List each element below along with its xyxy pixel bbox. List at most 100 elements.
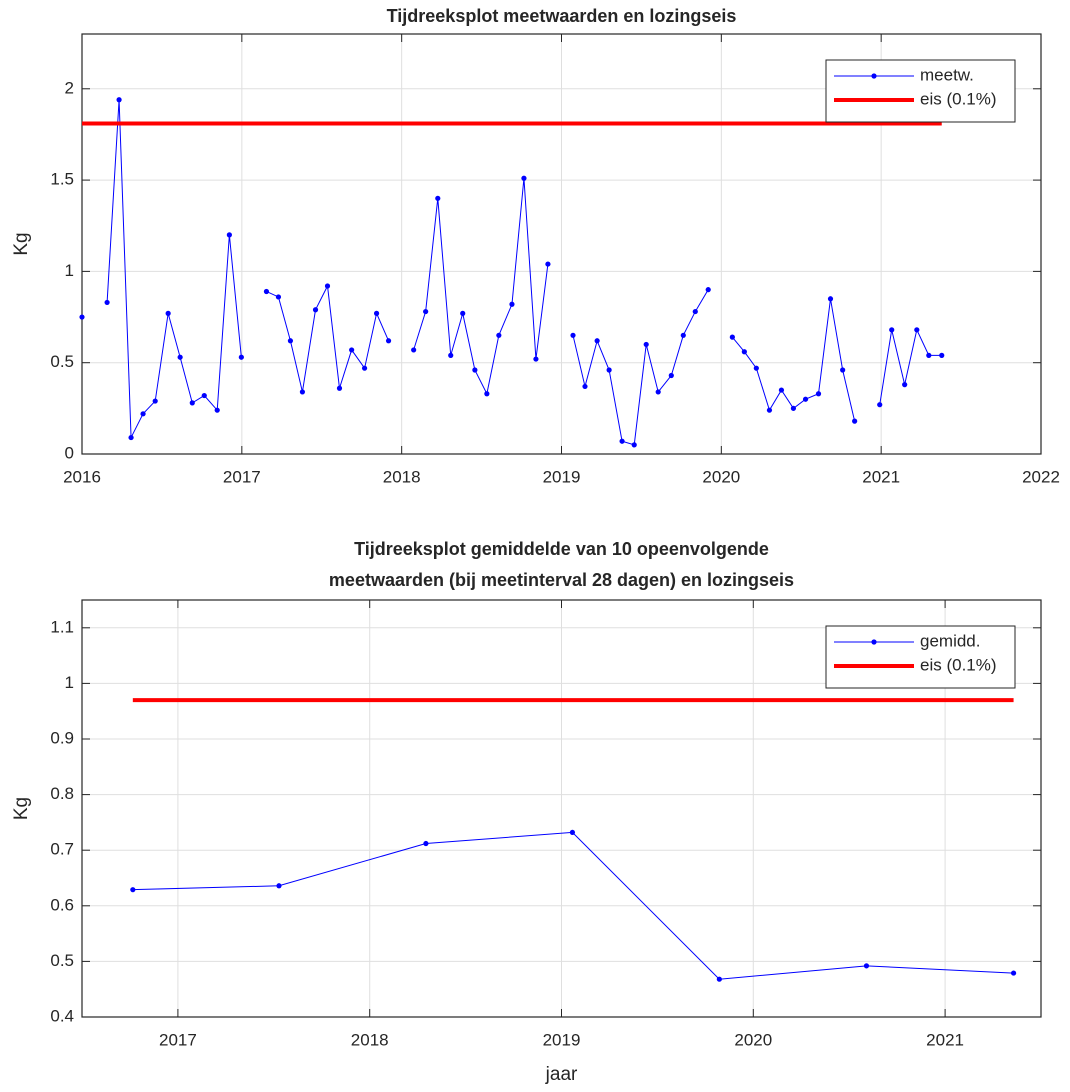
data-point xyxy=(423,308,429,315)
data-point xyxy=(324,283,331,289)
legend-marker xyxy=(871,73,877,79)
axes-box xyxy=(81,599,1042,1018)
data-point xyxy=(705,287,711,293)
x-tick-label: 2019 xyxy=(543,1030,581,1049)
data-point xyxy=(385,338,392,344)
data-point xyxy=(852,418,858,424)
y-tick-label: 0.6 xyxy=(50,895,74,914)
data-point xyxy=(545,261,551,267)
data-point xyxy=(692,308,698,315)
data-point xyxy=(790,405,797,411)
data-point xyxy=(521,175,527,181)
data-point xyxy=(435,195,441,201)
data-point xyxy=(840,367,846,373)
y-tick-label: 0.5 xyxy=(50,352,74,371)
x-axis-label: jaar xyxy=(545,1064,578,1085)
data-point xyxy=(287,338,294,344)
data-point xyxy=(914,327,920,333)
y-tick-label: 1 xyxy=(65,673,74,692)
data-point xyxy=(128,434,134,441)
data-point xyxy=(902,382,908,388)
data-point xyxy=(619,438,625,444)
data-point xyxy=(570,332,576,338)
y-tick-label: 0.7 xyxy=(50,840,74,859)
x-tick-label: 2018 xyxy=(383,467,421,486)
data-point xyxy=(753,365,759,371)
data-point xyxy=(361,365,368,371)
data-point xyxy=(349,347,355,353)
data-point xyxy=(484,391,490,397)
data-point xyxy=(263,288,270,295)
data-point xyxy=(177,354,183,360)
data-point xyxy=(766,407,773,413)
x-tick-label: 2020 xyxy=(702,467,740,486)
y-tick-label: 0.5 xyxy=(50,951,74,970)
data-point xyxy=(496,332,502,338)
chart-title: Tijdreeksplot meetwaarden en lozingseis xyxy=(387,6,737,26)
y-axis-label: Kg xyxy=(11,232,32,255)
x-tick-label: 2017 xyxy=(223,467,261,486)
data-point xyxy=(716,976,722,982)
data-point xyxy=(201,392,207,399)
x-tick-label: 2017 xyxy=(159,1030,197,1049)
y-tick-label: 1 xyxy=(65,261,74,280)
y-tick-label: 0.8 xyxy=(50,784,74,803)
axes-box xyxy=(81,33,1042,455)
data-point xyxy=(926,352,932,358)
x-tick-label: 2022 xyxy=(1022,467,1060,486)
y-axis-label: Kg xyxy=(11,797,32,820)
data-point xyxy=(680,332,686,338)
legend-marker xyxy=(871,639,877,645)
legend-label: eis (0.1%) xyxy=(920,655,997,674)
data-point xyxy=(643,341,649,348)
data-point xyxy=(606,367,612,373)
data-point xyxy=(655,389,661,395)
data-point xyxy=(238,354,244,360)
legend-box xyxy=(825,625,1016,689)
data-point xyxy=(741,349,747,355)
data-point xyxy=(631,442,637,448)
data-point xyxy=(460,310,466,316)
data-point xyxy=(312,307,319,313)
data-point xyxy=(152,398,158,404)
data-point xyxy=(472,367,478,373)
data-point xyxy=(802,396,809,402)
data-point xyxy=(533,356,539,362)
data-point xyxy=(827,296,834,302)
data-point xyxy=(140,411,146,417)
data-point xyxy=(226,232,232,238)
x-tick-label: 2020 xyxy=(734,1030,772,1049)
chart-title: Tijdreeksplot gemiddelde van 10 opeenvol… xyxy=(354,539,769,559)
data-point xyxy=(815,391,822,397)
x-tick-label: 2021 xyxy=(862,467,900,486)
x-tick-label: 2021 xyxy=(926,1030,964,1049)
data-point xyxy=(130,887,136,893)
y-tick-label: 0 xyxy=(65,443,74,462)
data-point xyxy=(423,840,429,847)
data-point xyxy=(729,334,735,340)
data-point xyxy=(104,299,110,306)
data-point xyxy=(863,963,870,969)
y-tick-label: 2 xyxy=(65,78,74,97)
data-point xyxy=(214,407,220,413)
data-point xyxy=(189,400,195,406)
data-point xyxy=(1010,970,1017,976)
data-point xyxy=(411,347,417,353)
data-point xyxy=(79,314,85,320)
legend-label: meetw. xyxy=(920,65,974,84)
data-point xyxy=(276,883,282,889)
legend-box xyxy=(825,59,1016,123)
x-tick-label: 2016 xyxy=(63,467,101,486)
data-point xyxy=(877,402,883,408)
chart-title: meetwaarden (bij meetinterval 28 dagen) … xyxy=(329,570,794,590)
data-point xyxy=(275,294,282,300)
data-point xyxy=(116,97,122,103)
data-point xyxy=(582,383,588,390)
data-point xyxy=(165,310,171,316)
data-point xyxy=(668,372,674,379)
data-point xyxy=(939,352,945,358)
x-tick-label: 2019 xyxy=(543,467,581,486)
data-point xyxy=(299,389,306,395)
